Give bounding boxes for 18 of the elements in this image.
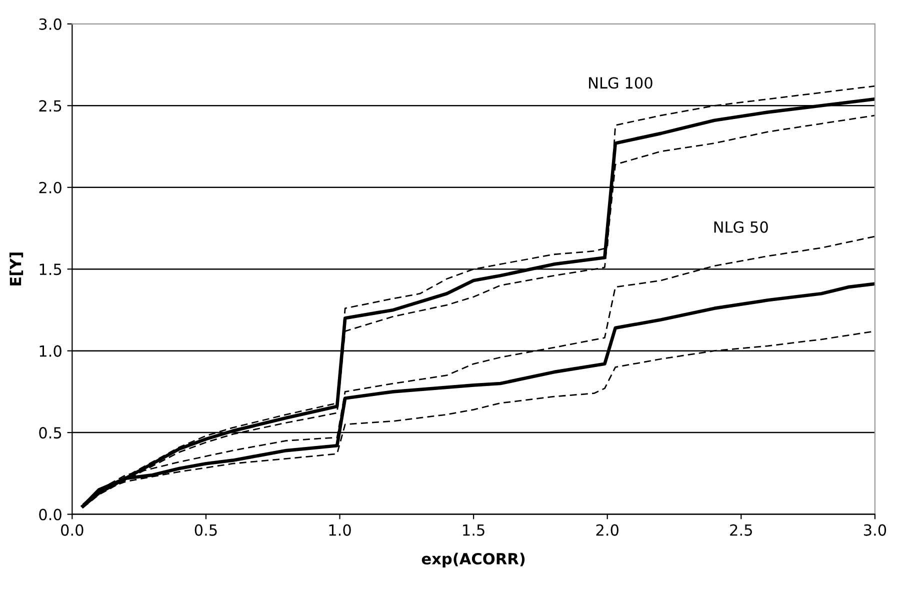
y-tick-label: 0.0 xyxy=(39,508,62,520)
y-tick-label: 1.0 xyxy=(40,345,62,357)
annotation: NLG 50 xyxy=(714,221,768,233)
x-tick-label: 0.0 xyxy=(61,524,84,536)
x-tick-label: 1.0 xyxy=(329,524,351,536)
y-tick-label: 2.5 xyxy=(39,100,62,112)
y-tick-label: 1.5 xyxy=(40,264,62,276)
x-tick-label: 2.5 xyxy=(730,524,752,536)
annotation: NLG 100 xyxy=(589,77,652,89)
x-tick-label: 1.5 xyxy=(463,524,484,536)
y-tick-label: 0.5 xyxy=(39,427,62,439)
y-tick-label: 3.0 xyxy=(39,18,62,30)
y-axis-title: E[Y] xyxy=(9,252,24,286)
x-tick-label: 3.0 xyxy=(864,524,886,536)
x-axis-title: exp(ACORR) xyxy=(422,552,525,568)
x-tick-label: 0.5 xyxy=(194,524,217,536)
x-tick-label: 2.0 xyxy=(596,524,618,536)
y-tick-label: 2.0 xyxy=(39,182,62,194)
